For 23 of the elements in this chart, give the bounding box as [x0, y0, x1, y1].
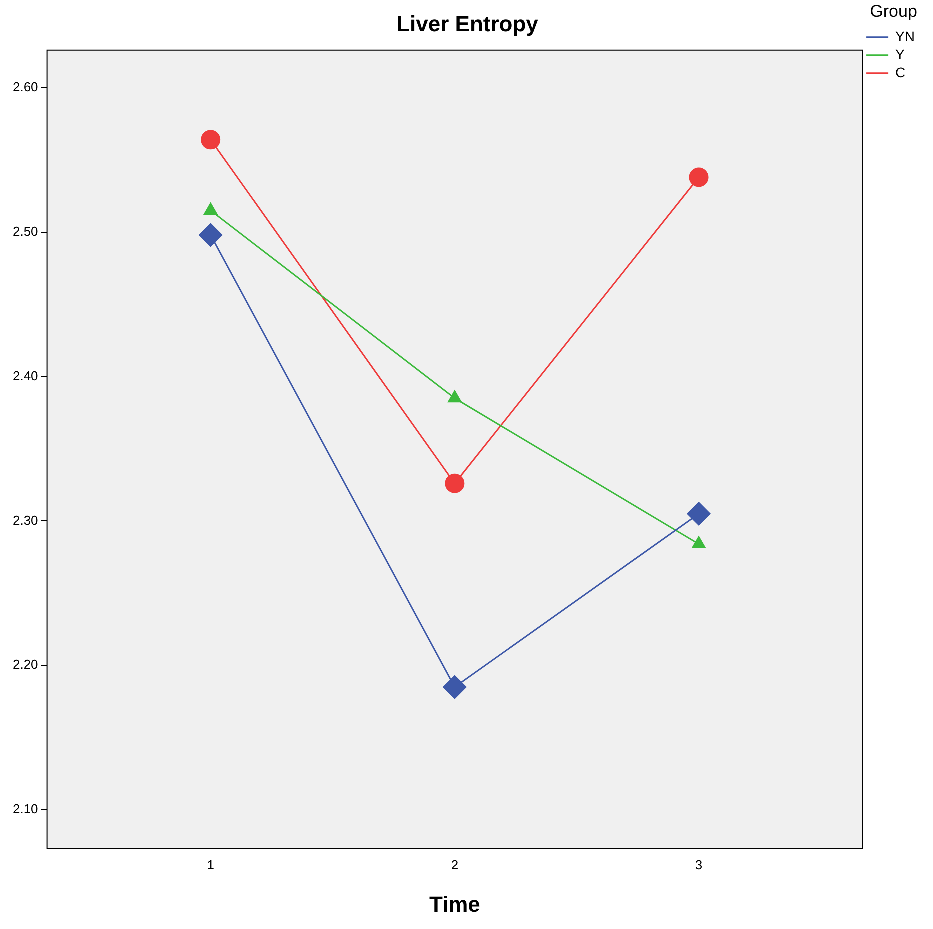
point: [199, 224, 223, 247]
point: [687, 502, 711, 526]
x-tick-label: 1: [207, 857, 214, 872]
x-tick-label: 2: [451, 857, 459, 872]
legend-label: Y: [896, 46, 906, 62]
chart-title: Liver Entropy: [396, 11, 540, 36]
legend-label: YN: [896, 28, 916, 44]
y-tick-label: 2.50: [12, 224, 38, 239]
legend-title: Group: [870, 2, 918, 22]
point: [689, 168, 709, 188]
point: [443, 676, 467, 700]
y-tick-label: 2.40: [12, 368, 38, 384]
point: [448, 390, 462, 403]
point: [692, 536, 706, 549]
y-tick-label: 2.30: [12, 512, 38, 528]
point: [445, 474, 465, 494]
y-tick-label: 2.10: [12, 802, 38, 817]
point: [201, 130, 221, 150]
x-axis-title: Time: [429, 892, 480, 917]
x-tick-label: 3: [695, 857, 703, 872]
legend-label: C: [896, 64, 906, 80]
y-tick-label: 2.20: [12, 657, 38, 672]
y-tick-label: 2.60: [12, 80, 38, 95]
